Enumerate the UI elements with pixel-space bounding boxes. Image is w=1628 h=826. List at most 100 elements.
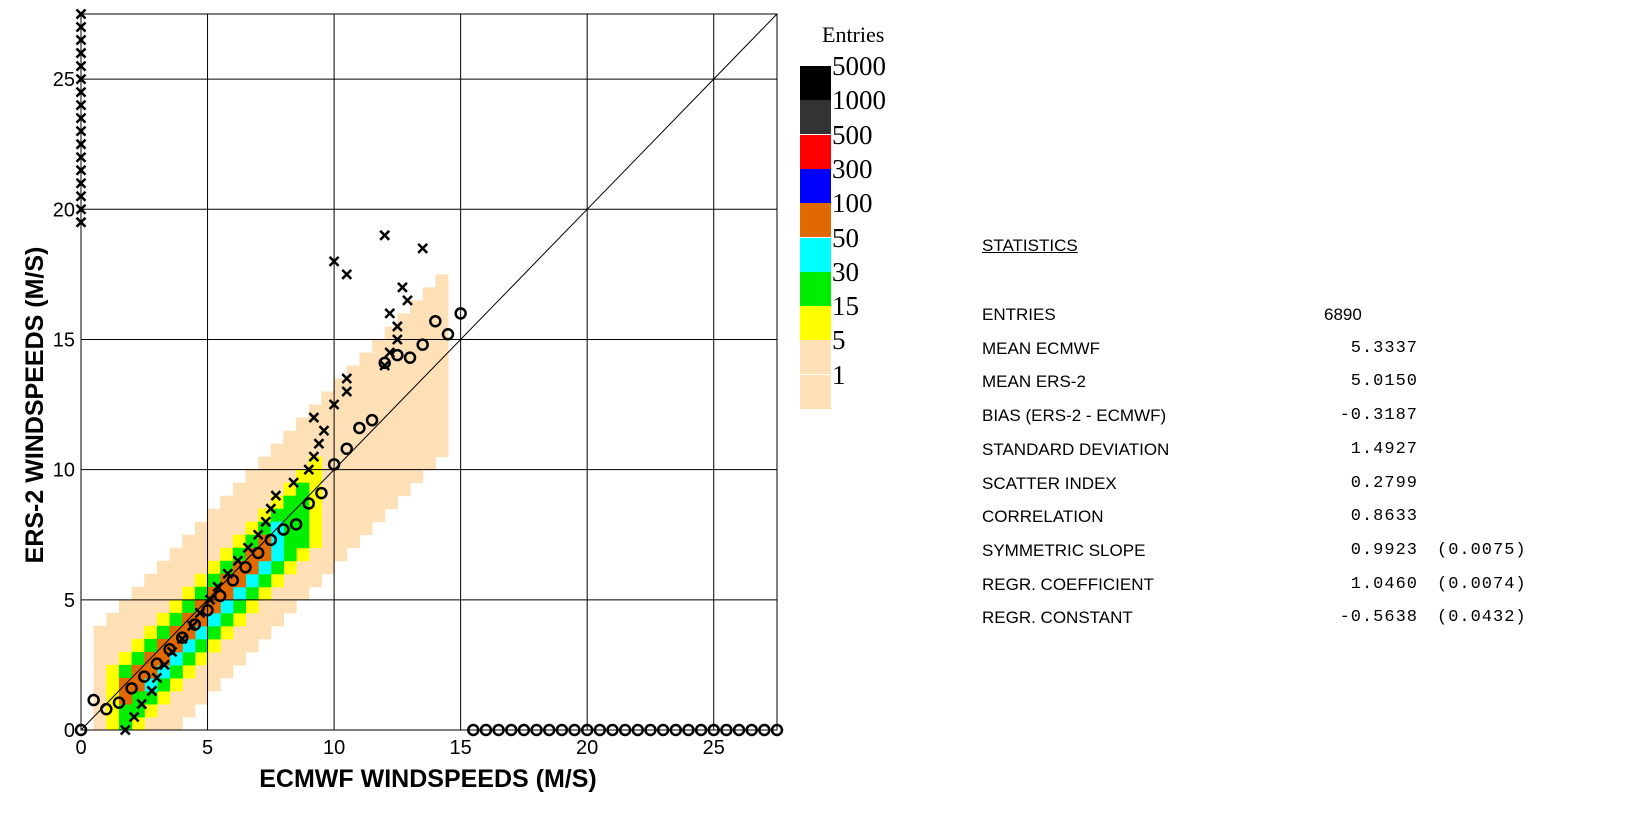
density-cell [422,417,436,432]
density-cell [220,521,234,536]
statistics-title: STATISTICS [982,236,1078,255]
legend-swatch [800,340,831,375]
density-cell [169,677,183,692]
x-tick-label: 5 [202,737,213,759]
cross-marker [75,73,87,85]
density-cell [422,378,436,393]
density-cell [258,482,272,497]
density-cell [397,404,411,419]
density-cell [359,482,373,497]
statistics-label: BIAS (ERS-2 - ECMWF) [982,406,1167,426]
density-cell [220,612,234,627]
cross-marker [222,568,234,580]
density-cell [422,287,436,301]
density-cell [334,430,348,445]
circle-marker [720,723,733,737]
circle-marker [593,723,607,737]
density-cell [245,612,259,627]
density-cell [144,638,158,653]
cross-marker [75,164,87,176]
density-cell [207,573,221,588]
density-cell [410,326,424,340]
cross-marker [75,190,87,202]
density-cell [182,703,196,718]
density-cell [156,703,171,718]
density-cell [346,495,360,510]
statistics-label: CORRELATION [982,507,1104,527]
circle-marker [669,723,683,737]
scatter-density-chart: 0 5 10 15 20 25 0 5 10 15 20 25 ECMWF WINDSPEEDS (M… [21,8,784,793]
cross-marker [384,347,396,358]
density-cell [283,456,297,471]
density-cell [384,456,398,471]
density-cell [232,521,247,536]
statistics-error: (0.0075) [1437,540,1527,560]
density-cell [245,599,259,614]
density-cell [245,586,259,601]
density-cell [359,417,373,432]
density-cell [397,378,411,393]
circle-marker [239,561,252,574]
density-cell [118,651,133,666]
x-axis-label: ECMWF WINDSPEEDS (M/S) [259,765,597,793]
density-cell [283,482,297,497]
legend-swatch [800,271,831,306]
cross-marker [341,386,353,397]
density-cell [283,599,297,614]
density-cell [346,521,360,536]
density-cell [207,625,221,640]
statistics-label: MEAN ERS-2 [982,372,1086,392]
density-cell [283,534,297,549]
density-cell [308,430,322,445]
circle-marker [226,574,240,587]
statistics-label: REGR. CONSTANT [982,608,1133,628]
density-cell [93,625,107,640]
density-cell [169,586,183,601]
density-cell [410,313,424,327]
density-cell [359,365,373,380]
density-cell [169,560,183,575]
density-cell [283,573,297,588]
density-cell [207,599,221,614]
statistics-label: MEAN ECMWF [982,338,1101,358]
density-cell [359,508,373,523]
density-cell [220,534,234,549]
density-cell [258,547,272,562]
circle-marker [745,723,758,737]
legend-swatch [800,66,831,100]
density-cell [106,612,120,627]
legend-title: Entries [822,22,885,47]
statistics-value: 0.8633 [1350,507,1418,527]
density-cell [169,612,183,627]
density-cell [169,703,183,718]
density-cell [397,430,411,445]
density-cell [258,586,272,601]
density-cell [283,469,297,484]
density-cell [384,495,398,510]
density-cell [131,612,145,627]
density-cell [321,430,335,445]
density-cell [308,560,322,575]
density-cell [372,443,386,458]
density-cell [397,482,411,497]
density-cell [245,495,259,510]
cross-marker [308,451,320,463]
cross-marker [402,295,413,306]
legend-label: 500 [832,119,873,150]
density-cell [232,482,247,497]
density-cell [283,443,297,458]
density-cell [422,339,436,353]
cross-marker [328,255,340,267]
density-cell [258,612,272,627]
density-cell [169,690,183,705]
density-cell [321,417,335,432]
y-tick-label: 5 [64,590,75,612]
cross-marker [212,581,224,593]
x-tick-label: 20 [576,737,598,759]
cross-marker [119,724,131,736]
legend-label: 5000 [832,51,886,81]
cross-marker [75,177,87,189]
cross-marker [194,607,206,619]
statistics-row: MEAN ERS-2 5.0150 [982,372,1622,396]
circle-marker [568,723,581,737]
